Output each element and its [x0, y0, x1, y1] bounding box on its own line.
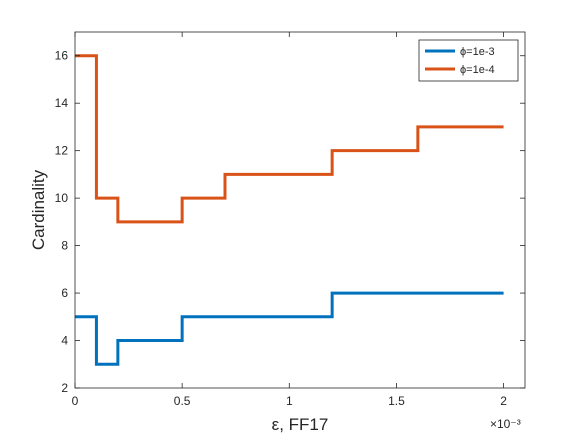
legend: ϕ=1e-3 ϕ=1e-4 — [418, 39, 519, 82]
y-tick-label: 6 — [61, 286, 68, 300]
y-tick-label: 16 — [55, 49, 69, 63]
x-axis-label: ε, FF17 — [272, 415, 329, 434]
legend-label-series-2: ϕ=1e-4 — [460, 64, 495, 76]
y-tick-label: 2 — [61, 381, 68, 395]
x-tick-label: 2 — [500, 394, 507, 408]
x-tick-label: 1.5 — [388, 394, 405, 408]
x-tick-label: 1 — [286, 394, 293, 408]
x-tick-label: 0.5 — [174, 394, 191, 408]
series-line-2 — [75, 54, 504, 224]
legend-label-series-1: ϕ=1e-3 — [460, 46, 495, 58]
x-exponent-label: ×10⁻³ — [490, 417, 521, 431]
ticks-layer: 0 0.5 1 1.5 2 2 4 6 8 10 12 14 16 — [55, 32, 525, 408]
y-tick-label: 4 — [61, 334, 68, 348]
y-tick-label: 10 — [55, 191, 69, 205]
x-tick-label: 0 — [72, 394, 79, 408]
y-tick-label: 8 — [61, 239, 68, 253]
y-tick-label: 14 — [55, 96, 69, 110]
legend-box — [418, 39, 519, 82]
plot-area-frame — [74, 31, 526, 389]
y-axis-label: Cardinality — [29, 169, 48, 250]
y-tick-label: 12 — [55, 144, 69, 158]
series-line-1 — [75, 291, 504, 366]
series-layer — [75, 54, 504, 366]
